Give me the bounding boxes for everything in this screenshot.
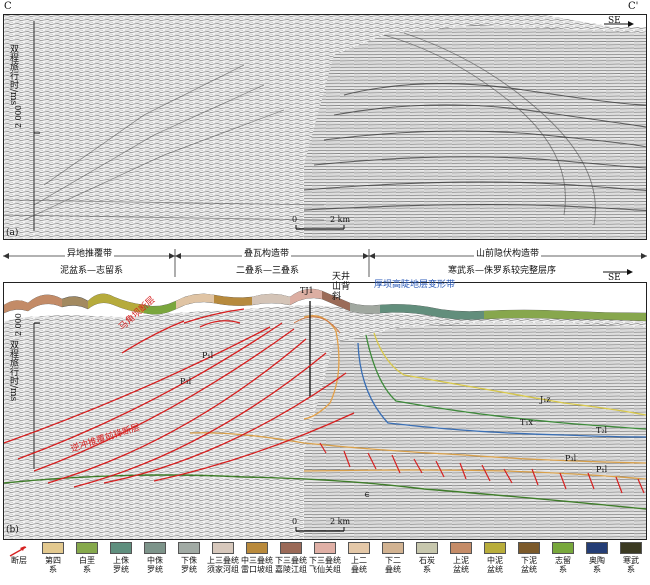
panel-a-ylabel: 双程旅行时/ms (8, 44, 18, 106)
legend-item: 中三叠统 雷口坡组 (240, 542, 274, 574)
legend-item: 中泥 盆统 (478, 542, 512, 574)
blue-zone-label: 厚坝高陡地层变形带 (374, 280, 456, 290)
legend-label: 上侏 罗统 (113, 556, 129, 574)
legend-label: 下三叠统 嘉陵江组 (275, 556, 307, 574)
legend-item: 下二 叠统 (376, 542, 410, 574)
anticline-label: 天井山背斜 (332, 272, 351, 302)
legend-item: 中侏 罗统 (138, 542, 172, 574)
legend-swatch (348, 542, 370, 554)
legend-swatch (620, 542, 642, 554)
panel-a-corner-right: C' (628, 1, 639, 12)
legend-item: 下泥 盆统 (512, 542, 546, 574)
legend-label: 下泥 盆统 (521, 556, 537, 574)
zone-1-sub: 泥盆系—志留系 (60, 266, 124, 276)
legend-swatch (484, 542, 506, 554)
panel-a-scale-length: 2 km (330, 215, 351, 224)
zone-3-sub: 寒武系—侏罗系较完整层序 (448, 266, 557, 276)
horizon-label-cambrian: ∈ (364, 490, 370, 499)
legend-swatch (314, 542, 336, 554)
legend: 断层 第四系白垩系上侏 罗统 中侏 罗统 下侏 罗统 上三叠统 须家河组 中三叠统 雷口坡组 下三叠统… (0, 540, 650, 585)
legend-swatch (212, 542, 234, 554)
horizon-label-t1x: T₁x (520, 418, 534, 427)
zone-2-title: 叠瓦构造带 (242, 249, 292, 259)
panel-a-corner-left: C (4, 1, 12, 12)
legend-item: 第四系 (36, 542, 70, 574)
legend-label: 中侏 罗统 (147, 556, 163, 574)
legend-label: 中泥 盆统 (487, 556, 503, 574)
panel-b-ytick: 2 000 (14, 313, 23, 336)
horizon-label-t2l: T₂l (596, 426, 608, 435)
legend-swatch (110, 542, 132, 554)
legend-swatch (586, 542, 608, 554)
zone-1-title: 异地推覆带 (65, 249, 115, 259)
zone-3-title: 山前隐伏构造带 (474, 249, 542, 259)
panel-a-seismic-section (3, 15, 650, 239)
panel-a-direction: SE (608, 16, 621, 26)
legend-item: 石炭系 (410, 542, 444, 574)
legend-item: 下三叠统 嘉陵江组 (274, 542, 308, 574)
panel-b-scale-zero: 0 (292, 517, 298, 526)
panel-b-interpreted-section (3, 283, 647, 539)
legend-label: 上二 叠统 (351, 556, 367, 574)
legend-swatch (552, 542, 574, 554)
panel-a-scale-zero: 0 (292, 215, 298, 224)
legend-item: 断层 (2, 542, 36, 565)
panel-b-tag: (b) (6, 525, 19, 535)
legend-swatch (518, 542, 540, 554)
panel-b-ylabel: 双程旅行时/ms (8, 340, 18, 402)
panel-a-ytick: 2 000 (14, 105, 23, 128)
horizon-label-j1z: J₁z (540, 395, 551, 404)
legend-label: 上泥 盆统 (453, 556, 469, 574)
legend-item: 白垩系 (70, 542, 104, 574)
horizon-label-p1l-upper: P₁l (202, 351, 214, 360)
legend-item: 上侏 罗统 (104, 542, 138, 574)
well-label: TJ1 (300, 286, 314, 295)
legend-label: 中三叠统 雷口坡组 (241, 556, 273, 574)
zone-2-sub: 二叠系—三叠系 (236, 266, 300, 276)
horizon-label-p3l-upper: P₃l (180, 377, 192, 386)
legend-label: 白垩系 (79, 556, 95, 574)
legend-swatch (280, 542, 302, 554)
legend-item: 奥陶系 (580, 542, 614, 574)
legend-swatch (416, 542, 438, 554)
fault-line-icon (8, 542, 30, 557)
legend-item: 上二 叠统 (342, 542, 376, 574)
legend-label: 下二 叠统 (385, 556, 401, 574)
legend-swatch (382, 542, 404, 554)
legend-swatch (450, 542, 472, 554)
legend-item: 上三叠统 须家河组 (206, 542, 240, 574)
panel-a-tag: (a) (6, 228, 19, 238)
panel-b-frame (3, 282, 647, 540)
legend-label: 下三叠统 飞仙关组 (309, 556, 341, 574)
legend-label: 下侏 罗统 (181, 556, 197, 574)
legend-swatch (178, 542, 200, 554)
panel-b-scale-length: 2 km (330, 517, 351, 526)
panel-b-direction: SE (608, 273, 621, 283)
horizon-label-p3l-lower: P₃l (565, 454, 577, 463)
panel-a-frame (3, 14, 650, 240)
legend-label: 石炭系 (419, 556, 435, 574)
legend-swatch (42, 542, 64, 554)
legend-label: 断层 (11, 556, 27, 565)
legend-label: 志留系 (555, 556, 571, 574)
horizon-label-p1l-lower: P₁l (596, 465, 608, 474)
legend-swatch (144, 542, 166, 554)
legend-label: 奥陶系 (589, 556, 605, 574)
legend-item: 志留系 (546, 542, 580, 574)
legend-item: 寒武系 (614, 542, 648, 574)
legend-label: 第四系 (45, 556, 61, 574)
legend-swatch (76, 542, 98, 554)
legend-swatch (246, 542, 268, 554)
legend-item: 下三叠统 飞仙关组 (308, 542, 342, 574)
legend-label: 寒武系 (623, 556, 639, 574)
legend-item: 上泥 盆统 (444, 542, 478, 574)
legend-label: 上三叠统 须家河组 (207, 556, 239, 574)
legend-item: 下侏 罗统 (172, 542, 206, 574)
